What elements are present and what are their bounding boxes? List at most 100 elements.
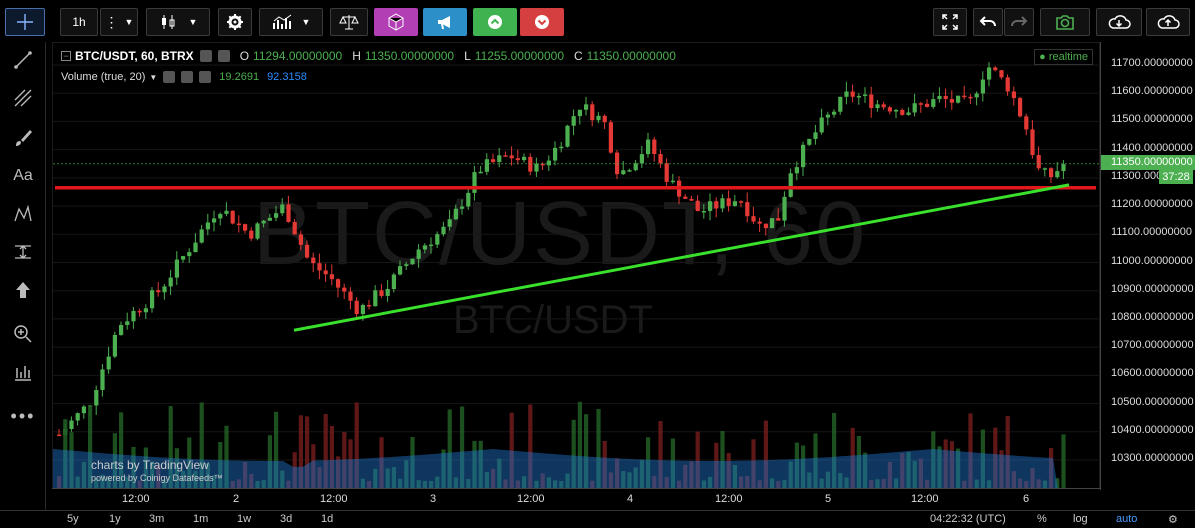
candle-body (125, 321, 130, 325)
compare-button[interactable] (330, 8, 368, 36)
candle-body (999, 70, 1004, 78)
crosshair-tool-button[interactable] (5, 8, 45, 36)
indicators-button[interactable]: ▼ (259, 8, 323, 36)
settings-small-icon[interactable] (217, 50, 230, 62)
save-chart-button[interactable] (1146, 8, 1190, 36)
more-tools-button[interactable]: ••• (9, 402, 37, 430)
range-button[interactable]: 3d (280, 513, 293, 525)
volume-bar (658, 421, 663, 489)
auto-scale-toggle[interactable]: auto (1116, 513, 1138, 525)
volume-bar (466, 478, 471, 489)
text-tool[interactable]: Aa (9, 162, 37, 190)
close-icon[interactable] (199, 71, 212, 83)
cube-icon (388, 13, 404, 31)
redo-icon (1011, 16, 1028, 27)
trend-line-tool[interactable] (9, 46, 37, 74)
candle-body (993, 67, 998, 71)
pattern-icon (14, 204, 32, 222)
price-chart[interactable] (53, 43, 1101, 489)
volume-bar (689, 461, 694, 489)
candle-body (410, 258, 415, 265)
gear-icon[interactable]: ⚙ (1168, 514, 1178, 526)
volume-bar (119, 412, 124, 489)
collapse-icon[interactable]: − (61, 51, 71, 61)
templates-button[interactable] (374, 8, 418, 36)
trend-line-icon (14, 51, 32, 69)
range-button[interactable]: 1m (193, 513, 209, 525)
price-label: 11400.00000000 (1111, 141, 1193, 154)
volume-bar (441, 449, 446, 489)
log-toggle[interactable]: log (1073, 513, 1088, 525)
candle-body (131, 310, 136, 322)
redo-button[interactable] (1004, 8, 1034, 36)
candle-body (732, 201, 737, 206)
measure-bars-icon (15, 366, 31, 381)
settings-small-icon[interactable] (181, 71, 194, 83)
buy-button[interactable] (473, 8, 517, 36)
candle-body (484, 159, 489, 172)
high-label: H (352, 49, 361, 63)
eye-icon[interactable] (163, 71, 176, 83)
measure-bars-tool[interactable] (9, 358, 37, 386)
chevron-down-icon: ▼ (124, 17, 134, 27)
sell-button[interactable] (520, 8, 564, 36)
chart-pane[interactable]: BTC/USDT, 60 BTC/USDT − BTC/USDT, 60, BT… (52, 42, 1101, 510)
candle-body (311, 257, 316, 264)
pattern-tool[interactable] (9, 200, 37, 228)
brush-tool[interactable] (9, 124, 37, 152)
price-axis[interactable]: 11700.00000000 11600.00000000 11500.000000… (1100, 42, 1195, 490)
volume-bar (453, 477, 458, 489)
pitchfork-tool[interactable] (9, 84, 37, 112)
candle-body (162, 286, 167, 293)
snapshot-button[interactable] (1040, 8, 1090, 36)
tradingview-logo[interactable]: charts by TradingView powered by Coinigy… (65, 459, 223, 485)
volume-bar (683, 464, 688, 489)
arrow-tool[interactable] (9, 276, 37, 304)
volume-bar (739, 476, 744, 489)
volume-bar (323, 414, 328, 489)
chart-type-button[interactable]: ▼ (146, 8, 210, 36)
settings-button[interactable] (218, 8, 252, 36)
volume-bar (615, 458, 620, 489)
volume-bar (280, 470, 285, 489)
volume-bar (850, 427, 855, 489)
range-button[interactable]: 1y (109, 513, 121, 525)
undo-button[interactable] (973, 8, 1003, 36)
volume-bar (993, 427, 998, 489)
percent-toggle[interactable]: % (1037, 513, 1047, 525)
measure-tool[interactable] (9, 238, 37, 266)
candle-body (69, 420, 74, 429)
load-chart-button[interactable] (1096, 8, 1142, 36)
range-button[interactable]: 1d (321, 513, 334, 525)
candle-body (658, 154, 663, 164)
volume-bar (813, 433, 818, 489)
candle-body (553, 147, 558, 161)
eye-icon[interactable] (199, 50, 212, 62)
more-menu-button[interactable]: ⋮ ▼ (100, 8, 138, 36)
candle-body (763, 223, 768, 229)
candle-body (949, 99, 954, 103)
range-button[interactable]: 3m (149, 513, 165, 525)
candle-body (181, 256, 186, 260)
candle-body (360, 305, 365, 315)
fullscreen-button[interactable] (933, 8, 967, 36)
interval-button[interactable]: 1h (60, 8, 98, 36)
candle-body (274, 213, 279, 218)
chevron-down-icon[interactable]: ▼ (149, 72, 158, 82)
trend-line (293, 183, 1070, 332)
range-button[interactable]: 1w (237, 513, 252, 525)
candle-body (801, 144, 806, 168)
volume-bar (162, 479, 167, 489)
candle-body (193, 242, 198, 253)
series-legend: − BTC/USDT, 60, BTRX O 11294.00000000 H 11… (61, 49, 676, 63)
volume-bar (577, 401, 582, 489)
candle-body (894, 109, 899, 112)
candle-body (398, 266, 403, 275)
zoom-tool[interactable] (9, 320, 37, 348)
alert-button[interactable] (423, 8, 467, 36)
close-value: 11350.00000000 (586, 49, 676, 63)
time-axis[interactable]: 12:00 2 12:00 3 12:00 4 12:00 5 12:00 6 (52, 488, 1100, 510)
range-button[interactable]: 5y (67, 513, 79, 525)
open-label: O (239, 49, 250, 63)
candle-body (1005, 77, 1010, 92)
